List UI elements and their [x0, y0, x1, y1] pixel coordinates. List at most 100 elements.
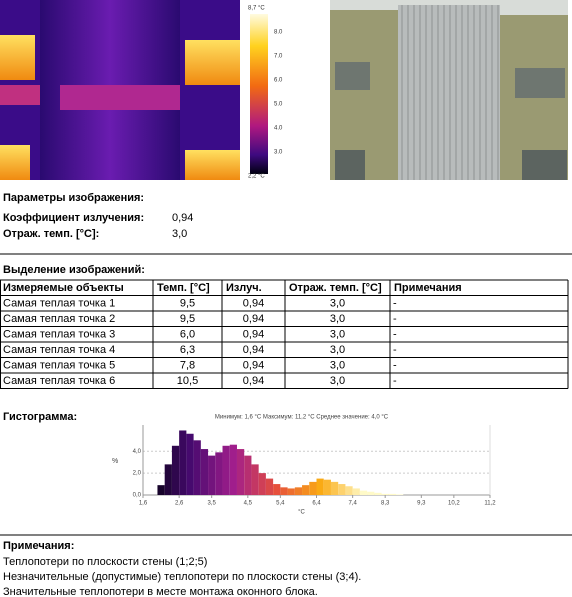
param-value: 3,0	[172, 228, 187, 240]
histogram-bar	[323, 479, 331, 495]
x-tick-label: 4,5	[244, 501, 253, 507]
table-cell: 3,0	[330, 344, 345, 356]
histogram-bar	[309, 481, 317, 495]
table-header: Отраж. темп. [°C]	[289, 282, 382, 294]
scale-label: 8,7 °C	[248, 6, 265, 12]
section-title: Параметры изображения:	[3, 192, 144, 204]
table-cell: -	[393, 375, 397, 387]
section-title: Примечания:	[3, 540, 74, 552]
table-cell: 0,94	[243, 298, 264, 310]
param-label: Отраж. темп. [°C]:	[3, 228, 99, 240]
x-tick-label: 3,5	[208, 501, 217, 507]
table-cell: -	[393, 298, 397, 310]
histogram-bar	[236, 449, 245, 495]
x-tick-label: 5,4	[276, 501, 285, 507]
histogram-bar	[200, 449, 209, 495]
x-tick-label: 10,2	[448, 501, 460, 507]
table-cell: 0,94	[243, 375, 264, 387]
scale-label: 5.0	[274, 102, 283, 108]
table-cell: 0,94	[243, 360, 264, 372]
param-label: Коэффициент излучения:	[3, 212, 144, 224]
table-cell: Самая теплая точка 2	[3, 313, 115, 325]
histogram-bar	[164, 464, 172, 495]
table-cell: 3,0	[330, 375, 345, 387]
histogram-bar	[251, 464, 259, 495]
histogram-bar	[244, 455, 252, 495]
histogram-bar	[258, 473, 266, 495]
table-cell: 3,0	[330, 360, 345, 372]
histogram-bar	[316, 478, 324, 495]
histogram-bar	[359, 490, 368, 495]
note-line: Незначительные (допустимые) теплопотери …	[3, 571, 361, 583]
histogram-bar	[273, 484, 281, 495]
table-cell: 0,94	[243, 313, 264, 325]
table-header: Примечания	[394, 282, 462, 294]
histogram-bar	[280, 487, 288, 495]
x-tick-label: 2,6	[175, 501, 184, 507]
table-header: Измеряемые объекты	[3, 282, 124, 294]
scale-label: 7.0	[274, 54, 283, 60]
x-axis-label: °C	[298, 510, 305, 516]
table-cell: 9,5	[180, 298, 195, 310]
section-title: Гистограмма:	[3, 411, 77, 423]
photo	[330, 0, 568, 180]
table-cell: 9,5	[180, 313, 195, 325]
histogram-bar	[222, 445, 230, 495]
table-cell: 10,5	[177, 375, 198, 387]
y-tick-label: 2,0	[133, 471, 142, 477]
histogram-bar	[215, 452, 223, 495]
scale-label: 3.0	[274, 150, 283, 156]
y-tick-label: 0,0	[133, 493, 142, 499]
chart-subtitle: Минимум: 1,6 °C Максимум: 11,2 °C Средне…	[215, 415, 389, 421]
histogram-bar	[374, 492, 382, 495]
histogram-bar	[265, 478, 274, 495]
histogram-bar	[287, 488, 295, 495]
table-cell: -	[393, 360, 397, 372]
scale-label: 4.0	[274, 126, 283, 132]
table-cell: 7,8	[180, 360, 195, 372]
histogram-bar	[396, 494, 404, 495]
table-cell: 0,94	[243, 344, 264, 356]
scale-label: 8.0	[274, 30, 283, 36]
table-cell: -	[393, 329, 397, 341]
histogram-bar	[186, 433, 194, 495]
table-header: Темп. [°C]	[157, 282, 210, 294]
table-cell: Самая теплая точка 1	[3, 298, 115, 310]
note-line: Теплопотери по плоскости стены (1;2;5)	[3, 556, 207, 568]
table-cell: 3,0	[330, 329, 345, 341]
histogram-bar	[381, 493, 389, 495]
histogram-bar	[171, 445, 180, 495]
table-cell: Самая теплая точка 3	[3, 329, 115, 341]
x-tick-label: 8,3	[381, 501, 390, 507]
thermal-image	[0, 0, 240, 180]
table-cell: -	[393, 344, 397, 356]
x-tick-label: 9,3	[417, 501, 426, 507]
table-cell: Самая теплая точка 4	[3, 344, 115, 356]
x-tick-label: 1,6	[139, 501, 148, 507]
table-cell: 3,0	[330, 313, 345, 325]
table-cell: 6,3	[180, 344, 195, 356]
table-cell: 0,94	[243, 329, 264, 341]
section-title: Выделение изображений:	[3, 264, 145, 276]
x-tick-label: 6,4	[312, 501, 321, 507]
histogram-bar	[157, 485, 165, 495]
table-cell: 3,0	[330, 298, 345, 310]
histogram-bar	[179, 430, 187, 495]
histogram-bar	[367, 491, 375, 495]
histogram-bar	[345, 486, 353, 495]
histogram-bar	[229, 444, 237, 495]
histogram-bar	[388, 493, 397, 495]
scale-label: 6.0	[274, 78, 283, 84]
histogram-bar	[302, 485, 310, 495]
x-tick-label: 11,2	[484, 501, 496, 507]
table-cell: Самая теплая точка 5	[3, 360, 115, 372]
table-header: Излуч.	[226, 282, 262, 294]
histogram-bar	[330, 481, 339, 495]
histogram-bar	[338, 484, 346, 495]
histogram-bar	[208, 455, 216, 495]
y-tick-label: 4,0	[133, 449, 142, 455]
histogram-bar	[193, 440, 201, 495]
y-axis-label: %	[112, 458, 118, 465]
